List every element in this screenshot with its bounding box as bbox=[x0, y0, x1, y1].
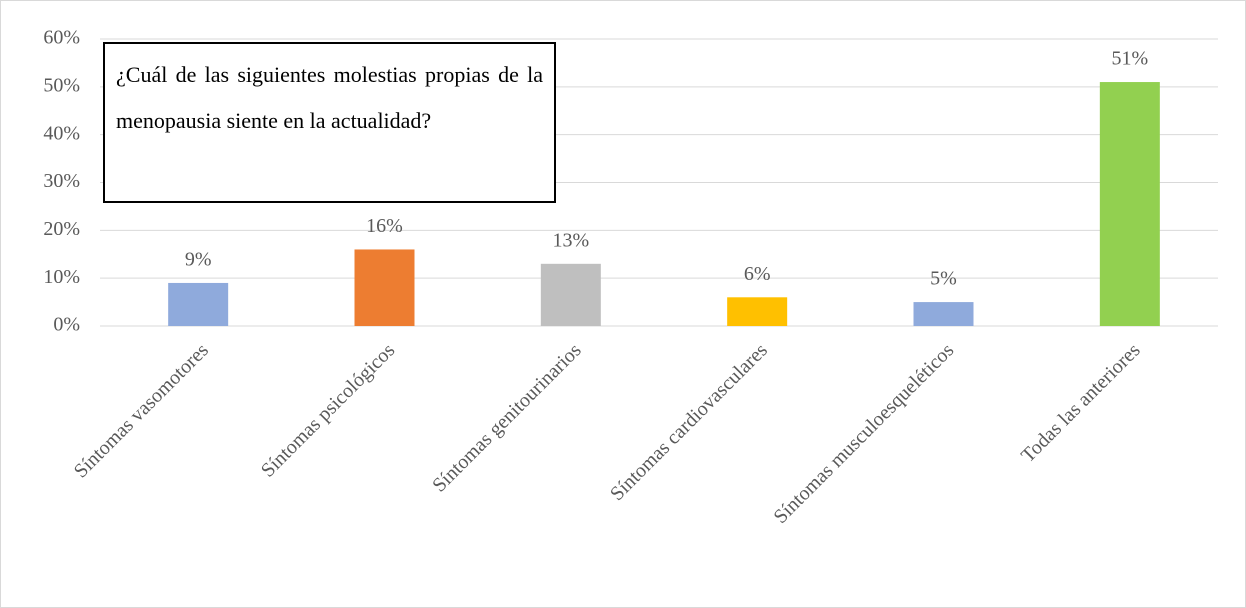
x-tick-label: Síntomas cardiovasculares bbox=[606, 339, 772, 505]
y-tick-label: 50% bbox=[43, 74, 80, 96]
x-tick-label: Todas las anteriores bbox=[1017, 339, 1145, 467]
y-tick-label: 30% bbox=[43, 170, 80, 192]
value-label: 5% bbox=[930, 268, 957, 290]
y-tick-label: 0% bbox=[53, 314, 80, 336]
y-tick-label: 20% bbox=[43, 218, 80, 240]
y-tick-label: 10% bbox=[43, 266, 80, 288]
bar bbox=[540, 263, 601, 326]
bar bbox=[727, 297, 788, 326]
y-tick-label: 60% bbox=[43, 27, 80, 49]
bar bbox=[1099, 82, 1160, 326]
bar bbox=[913, 302, 974, 326]
x-tick-label: Síntomas psicológicos bbox=[257, 339, 400, 482]
x-tick-label: Síntomas vasomotores bbox=[70, 339, 213, 482]
value-label: 6% bbox=[744, 263, 771, 285]
x-tick-label: Síntomas genitourinarios bbox=[428, 339, 586, 497]
value-label: 16% bbox=[366, 215, 403, 237]
chart-title: ¿Cuál de las siguientes molestias propia… bbox=[103, 42, 556, 203]
x-tick-label: Síntomas musculoesqueléticos bbox=[769, 339, 958, 528]
bar bbox=[354, 249, 415, 326]
y-tick-label: 40% bbox=[43, 122, 80, 144]
bar bbox=[168, 282, 229, 326]
value-label: 13% bbox=[552, 229, 589, 251]
value-label: 9% bbox=[185, 249, 212, 271]
value-label: 51% bbox=[1111, 48, 1148, 70]
